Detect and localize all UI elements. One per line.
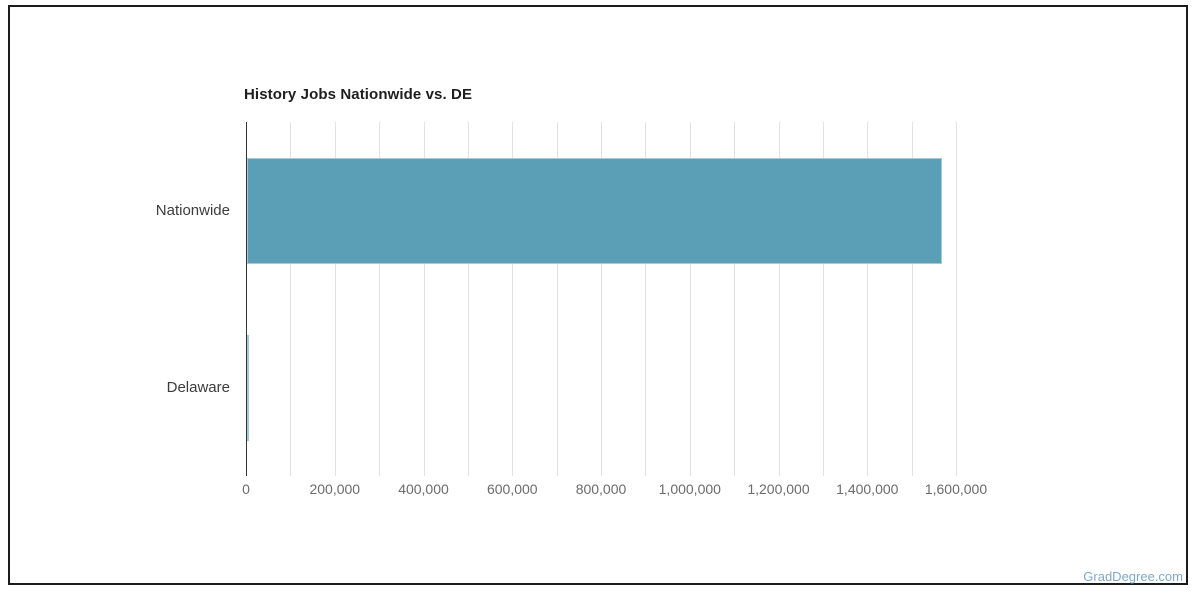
chart-title: History Jobs Nationwide vs. DE [244,86,473,103]
gridline [778,122,780,476]
x-tick-label: 800,000 [575,481,627,497]
gridline [601,122,602,476]
gridline [379,122,381,476]
gridline [734,122,736,476]
gridline [512,122,514,476]
gridline [867,122,869,476]
chart-frame [8,5,1188,585]
gridline [556,122,558,476]
x-tick-label: 400,000 [398,481,449,497]
gridline [467,122,469,476]
bar-delaware[interactable] [247,334,250,441]
x-tick-label: 1,600,000 [924,481,988,497]
watermark-link[interactable]: GradDegree.com [1083,569,1183,584]
x-tick-label: 600,000 [486,481,538,497]
gridline [423,122,425,476]
gridline [645,122,647,476]
gridline [334,122,336,476]
x-tick-label: 1,400,000 [836,481,899,497]
x-tick-label: 1,000,000 [658,481,721,497]
x-tick-label: 0 [242,481,250,497]
bar-nationwide[interactable] [247,157,942,264]
x-tick-label: 200,000 [309,481,361,497]
x-tick-label: 1,200,000 [747,481,810,497]
y-axis-baseline [246,122,247,476]
gridline [911,122,913,476]
gridline [689,122,691,476]
category-label-nationwide: Nationwide [155,201,230,219]
gridline [290,122,292,476]
plot-area: 0 200,000 400,000 600,000 800,000 1,000,000 1,… [242,122,987,497]
gridline [822,122,824,476]
gridline [956,122,957,476]
category-label-delaware: Delaware [166,378,230,396]
